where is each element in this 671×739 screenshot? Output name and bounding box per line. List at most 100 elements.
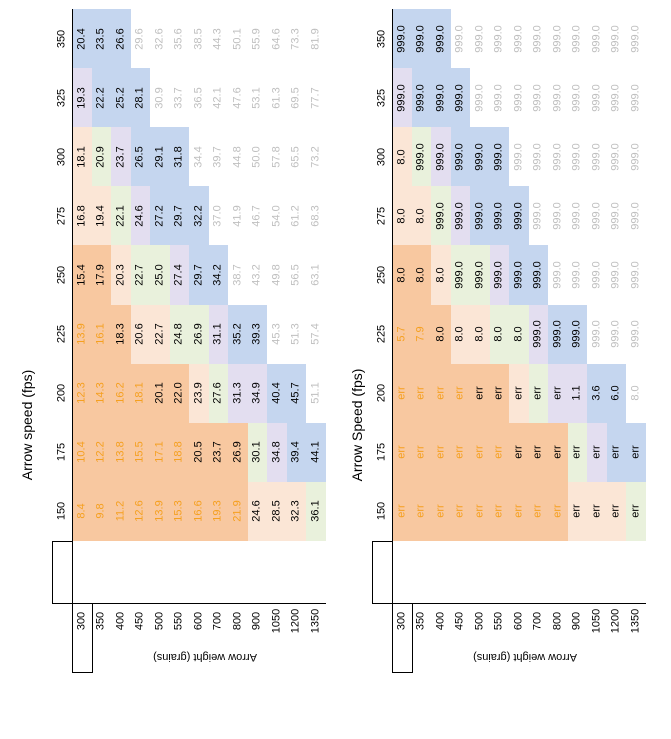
cell-value: 24.8: [172, 323, 185, 345]
table-cell: 999.0: [509, 9, 529, 69]
speed-header-label: 150: [55, 502, 68, 521]
cell-value: 25.0: [153, 264, 166, 286]
cell-value: 999.0: [531, 320, 544, 348]
weight-header-label: 900: [250, 611, 263, 631]
cell-value: 8.0: [395, 267, 408, 283]
table-cell: 21.9: [228, 481, 248, 541]
speed-header-350: 350: [52, 9, 72, 68]
weight-header-label: 350: [414, 611, 427, 631]
table-cell: 19.4: [91, 186, 111, 246]
table-cell: 61.2: [286, 186, 306, 246]
cell-value: 8.0: [434, 326, 447, 342]
cell-value: 16.1: [94, 323, 107, 345]
header-divider: [392, 9, 393, 639]
table-cell: 999.0: [470, 127, 490, 187]
cell-value: 999.0: [570, 261, 583, 289]
table-cell: 999.0: [392, 68, 412, 128]
cell-value: 999.0: [492, 24, 505, 53]
cell-value: err: [473, 386, 486, 400]
cell-value: 28.5: [270, 500, 283, 523]
table-cell: 45.7: [286, 363, 306, 423]
speed-header-325: 325: [52, 68, 72, 127]
table-cell: 999.0: [548, 68, 568, 128]
table-cell: 31.1: [208, 304, 228, 364]
table-cell: 44.8: [228, 127, 248, 187]
weight-header-label: 1350: [629, 608, 642, 634]
weight-header-900: 900: [248, 603, 268, 639]
weight-header-label: 800: [231, 611, 244, 631]
cell-value: 28.1: [133, 86, 146, 109]
cell-value: 55.9: [250, 27, 263, 50]
cell-value: 12.3: [75, 382, 88, 404]
weight-header-label: 700: [531, 611, 544, 631]
cell-value: 46.7: [250, 205, 263, 227]
speed-header-250: 250: [52, 245, 72, 304]
cell-value: 8.4: [75, 503, 88, 520]
table-cell: 999.0: [489, 245, 509, 305]
cell-value: 36.1: [309, 500, 322, 523]
cell-value: 26.6: [114, 27, 127, 50]
cell-value: 999.0: [551, 261, 564, 289]
table-cell: 23.7: [208, 422, 228, 482]
table-cell: 81.9: [306, 9, 326, 69]
cell-value: 999.0: [629, 83, 642, 112]
cell-value: 12.6: [133, 500, 146, 523]
cell-value: err: [414, 386, 427, 400]
cell-value: 53.1: [250, 86, 263, 109]
cell-value: 25.2: [114, 86, 127, 109]
table-cell: 999.0: [567, 9, 587, 69]
table-cell: 26.6: [111, 9, 131, 69]
table-cell: 999.0: [528, 245, 548, 305]
cell-value: 36.5: [192, 86, 205, 109]
table-cell: 20.5: [189, 422, 209, 482]
table-cell: 9.8: [91, 481, 111, 541]
cell-value: err: [551, 386, 564, 400]
table-cell: 999.0: [587, 68, 607, 128]
cell-value: err: [473, 504, 486, 519]
table-cell: 27.4: [169, 245, 189, 305]
weight-header-450: 450: [131, 603, 151, 639]
table-cell: 39.4: [286, 422, 306, 482]
cell-value: 999.0: [473, 83, 486, 112]
table-cell: 35.2: [228, 304, 248, 364]
table-cell: 23.9: [189, 363, 209, 423]
table-cell: 20.4: [72, 9, 92, 69]
table-cell: 8.0: [489, 304, 509, 364]
header-divider: [72, 9, 73, 639]
cell-value: 999.0: [629, 261, 642, 289]
table-cell: 34.9: [247, 363, 267, 423]
weight-header-label: 1200: [609, 608, 622, 634]
table-cell: err: [489, 481, 509, 541]
cell-value: 8.0: [434, 267, 447, 283]
table-cell: err: [450, 422, 470, 482]
weight-header-900: 900: [568, 603, 588, 639]
table-cell: 31.3: [228, 363, 248, 423]
table-cell: err: [548, 363, 568, 423]
cell-value: 39.3: [250, 323, 263, 345]
cell-value: 19.4: [94, 205, 107, 227]
cell-value: 38.7: [231, 264, 244, 286]
table-cell: 12.6: [130, 481, 150, 541]
weight-header-label: 450: [453, 611, 466, 631]
table-cell: 29.7: [189, 245, 209, 305]
cell-value: 47.6: [231, 86, 244, 109]
table-cell: 999.0: [431, 9, 451, 69]
table-cell: 10.4: [72, 422, 92, 482]
table-cell: 8.0: [392, 245, 412, 305]
table-cell: err: [489, 363, 509, 423]
table-cell: 20.1: [150, 363, 170, 423]
cell-value: 999.0: [570, 320, 583, 348]
table-cell: err: [392, 481, 412, 541]
table-cell: err: [587, 481, 607, 541]
cell-value: 999.0: [414, 83, 427, 112]
table-cell: 27.6: [208, 363, 228, 423]
cell-value: 15.3: [172, 500, 185, 523]
cell-value: 999.0: [512, 83, 525, 112]
weight-header-label: 500: [473, 611, 486, 631]
speed-header-label: 325: [55, 88, 68, 107]
table-cell: 65.5: [286, 127, 306, 187]
table-cell: 42.1: [208, 68, 228, 128]
cell-value: 26.9: [231, 441, 244, 464]
cell-value: err: [434, 386, 447, 400]
speed-header-200: 200: [372, 364, 392, 423]
